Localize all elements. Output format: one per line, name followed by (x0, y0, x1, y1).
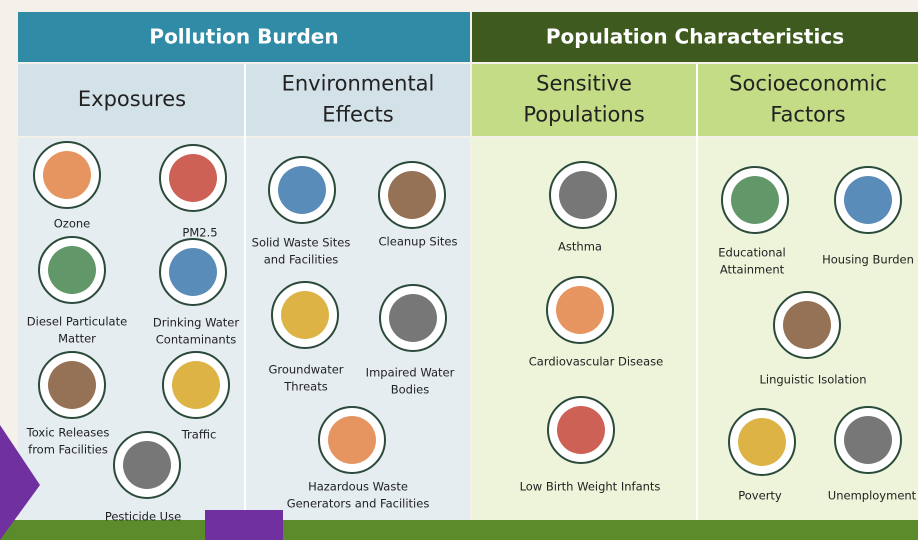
icon (738, 418, 786, 466)
icon (556, 286, 604, 334)
item-label: Low Birth Weight Infants (520, 480, 661, 494)
item-label: Cardiovascular Disease (529, 355, 663, 369)
item-label: Hazardous Waste (308, 480, 408, 494)
icon (557, 406, 605, 454)
infographic: Pollution Burden Population Characterist… (0, 0, 918, 540)
item-label: Asthma (558, 240, 602, 254)
icon (172, 361, 220, 409)
icon (783, 301, 831, 349)
icon (43, 151, 91, 199)
icon (328, 416, 376, 464)
item-label: Threats (283, 380, 327, 394)
item-label: Unemployment (828, 489, 917, 503)
item-label: Solid Waste Sites (252, 236, 351, 250)
icon (48, 246, 96, 294)
icon (731, 176, 779, 224)
item-label: Poverty (738, 489, 782, 503)
item-label: Linguistic Isolation (759, 373, 866, 387)
item-label: Ozone (54, 217, 91, 231)
column-title: Factors (770, 103, 845, 127)
item-label: Cleanup Sites (379, 235, 458, 249)
item-label: Generators and Facilities (287, 497, 430, 511)
icon (844, 176, 892, 224)
column-title: Populations (523, 103, 644, 127)
icon (169, 248, 217, 296)
purple-block (205, 510, 283, 540)
item-label: Traffic (181, 428, 217, 442)
item-label: Contaminants (156, 333, 236, 347)
icon (844, 416, 892, 464)
item-label: Bodies (391, 383, 430, 397)
icon (48, 361, 96, 409)
item-label: Impaired Water (366, 366, 455, 380)
item-label: Diesel Particulate (27, 315, 127, 329)
item-label: Drinking Water (153, 316, 239, 330)
item-label: Housing Burden (822, 253, 914, 267)
item-label: Attainment (720, 263, 785, 277)
header-title: Population Characteristics (546, 25, 844, 49)
column-title: Environmental (282, 72, 435, 96)
item-label: Educational (718, 246, 786, 260)
item-label: from Facilities (28, 443, 108, 457)
item-label: and Facilities (264, 253, 339, 267)
icon (389, 294, 437, 342)
icon (278, 166, 326, 214)
item-label: Matter (58, 332, 96, 346)
column-title: Sensitive (536, 72, 632, 96)
item-label: Toxic Releases (26, 426, 110, 440)
column-title: Effects (322, 103, 393, 127)
item-label: Groundwater (268, 363, 343, 377)
column-title: Socioeconomic (729, 72, 887, 96)
icon (169, 154, 217, 202)
icon (281, 291, 329, 339)
item-label: Pesticide Use (105, 510, 181, 524)
item-label: PM2.5 (182, 226, 217, 240)
icon (388, 171, 436, 219)
icon (123, 441, 171, 489)
icon (559, 171, 607, 219)
column-title: Exposures (78, 87, 186, 111)
header-title: Pollution Burden (149, 25, 338, 49)
